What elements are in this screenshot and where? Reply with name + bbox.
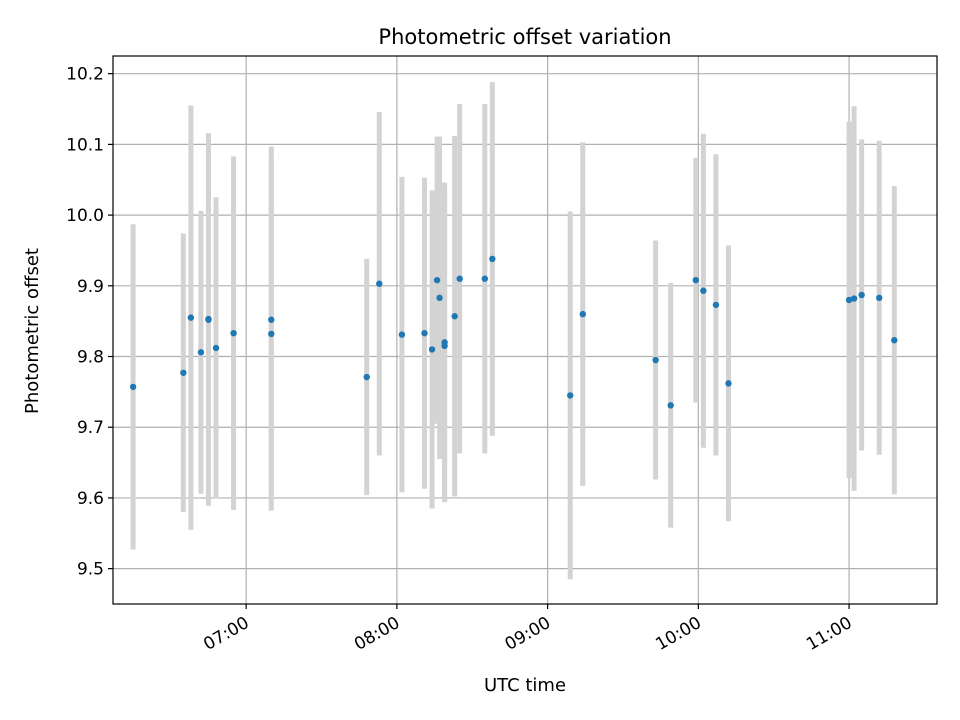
y-tick-label: 10.1	[66, 135, 104, 155]
data-point	[180, 369, 187, 376]
data-point	[667, 402, 674, 409]
y-tick-label: 9.9	[77, 277, 104, 297]
data-point	[421, 329, 428, 337]
data-point	[850, 295, 858, 302]
chart-title: Photometric offset variation	[378, 25, 671, 49]
plot-frame	[112, 55, 938, 605]
data-point	[725, 380, 732, 387]
data-point	[481, 275, 489, 282]
y-axis-label: Photometric offset	[22, 248, 43, 414]
data-point	[129, 383, 137, 391]
data-point	[268, 316, 275, 323]
y-tick-label: 9.8	[77, 348, 104, 368]
data-point	[700, 287, 707, 294]
x-tick-label: 11:00	[803, 613, 855, 655]
data-point	[876, 294, 883, 302]
data-point	[268, 330, 275, 338]
data-point	[212, 344, 220, 352]
data-point	[456, 275, 463, 282]
data-point	[652, 356, 659, 364]
x-axis-label: UTC time	[484, 675, 566, 696]
data-point	[187, 314, 195, 321]
y-tick-label: 10.2	[66, 65, 104, 85]
data-point	[205, 315, 212, 323]
x-tick-label: 10:00	[652, 613, 704, 655]
x-tick-label: 09:00	[502, 613, 554, 655]
data-point	[428, 346, 436, 353]
data-point	[567, 392, 574, 399]
data-point	[451, 313, 458, 320]
data-point	[692, 276, 700, 284]
y-tick-label: 9.5	[77, 560, 104, 580]
y-tick-label: 10.0	[66, 206, 104, 226]
data-point	[230, 329, 237, 337]
data-point	[891, 337, 898, 344]
data-point	[436, 294, 443, 302]
data-point	[858, 291, 865, 299]
data-point	[441, 342, 448, 350]
y-tick-label: 9.6	[77, 489, 104, 509]
data-point	[398, 331, 406, 338]
x-tick-label: 07:00	[200, 613, 252, 655]
data-point	[197, 349, 205, 356]
grid	[113, 56, 937, 604]
data-point	[579, 310, 586, 318]
y-tick-label: 9.7	[77, 418, 104, 438]
data-points	[129, 255, 898, 409]
data-point	[845, 296, 853, 304]
data-point	[376, 280, 383, 287]
x-tick-label: 08:00	[351, 613, 403, 655]
data-point	[433, 276, 441, 284]
data-point	[363, 373, 370, 381]
error-bars	[130, 82, 897, 580]
data-point	[489, 255, 496, 263]
data-point	[712, 301, 720, 309]
